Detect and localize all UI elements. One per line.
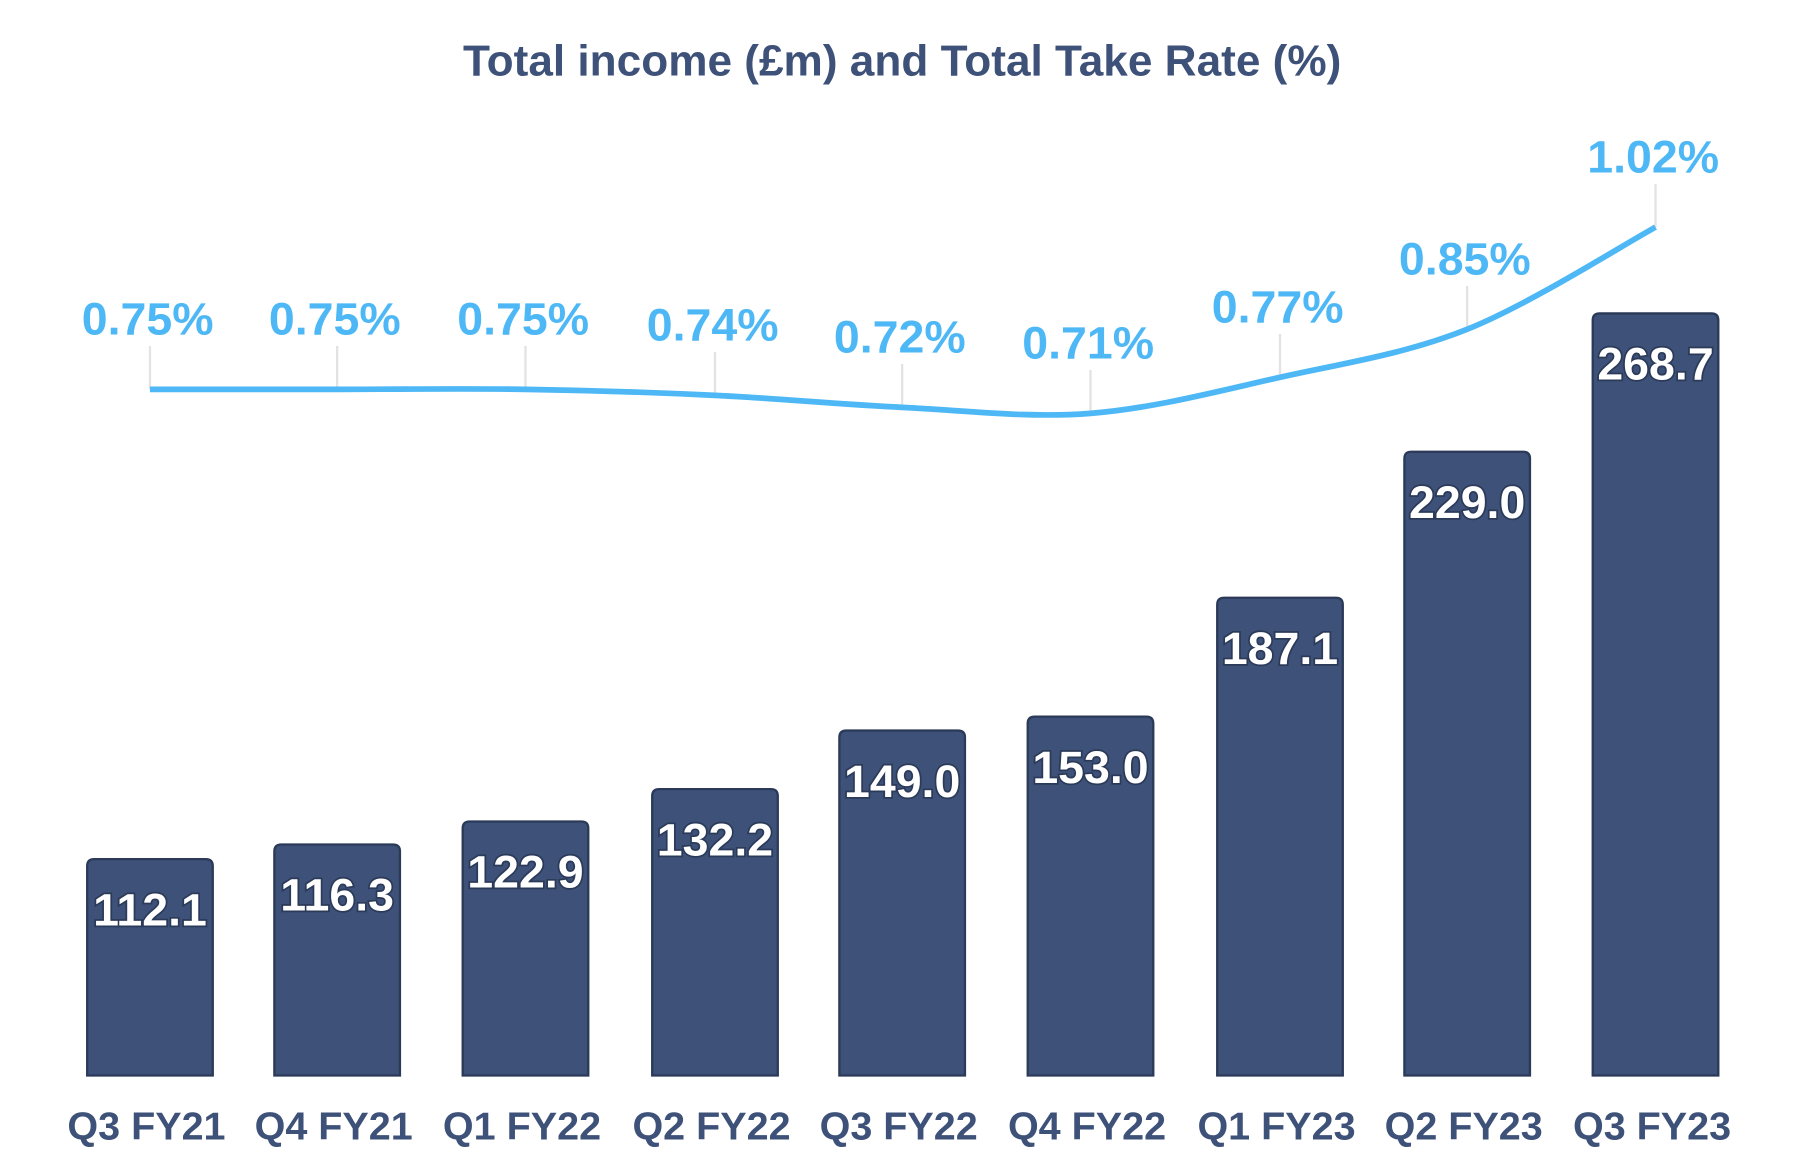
- rate-label: 0.75%: [457, 293, 589, 345]
- bar-value-label: 229.0: [1409, 476, 1525, 528]
- x-tick-label: Q3 FY21: [67, 1106, 225, 1149]
- chart-title: Total income (£m) and Total Take Rate (%…: [463, 37, 1341, 86]
- x-tick-label: Q1 FY23: [1197, 1106, 1355, 1149]
- bar: [838, 729, 967, 1077]
- x-tick-label: Q3 FY22: [820, 1106, 978, 1149]
- bar-value-label: 187.1: [1222, 622, 1338, 674]
- x-tick-label: Q4 FY21: [255, 1106, 413, 1149]
- x-tick-label: Q2 FY22: [632, 1106, 790, 1149]
- x-axis-labels: Q3 FY21 Q4 FY21 Q1 FY22 Q2 FY22 Q3 FY22 Q4 FY…: [67, 1106, 1731, 1149]
- bar: [1591, 312, 1720, 1077]
- rate-label: 0.77%: [1212, 281, 1344, 333]
- bar: [273, 843, 402, 1077]
- rate-label: 0.74%: [647, 299, 779, 351]
- bar: [461, 820, 590, 1077]
- bar-value-label: 268.7: [1597, 338, 1713, 390]
- bar-value-label: 116.3: [280, 869, 394, 921]
- bar: [1216, 596, 1344, 1077]
- x-tick-label: Q4 FY22: [1008, 1106, 1166, 1149]
- x-tick-label: Q1 FY22: [443, 1106, 601, 1149]
- rate-label: 0.75%: [269, 293, 401, 345]
- bars: [86, 312, 1720, 1077]
- rate-label: 0.71%: [1022, 317, 1154, 369]
- bar-value-label: 149.0: [844, 755, 960, 807]
- x-tick-label: Q2 FY23: [1385, 1106, 1543, 1149]
- rate-label: 1.02%: [1587, 131, 1719, 183]
- bar-value-label: 132.2: [657, 814, 773, 866]
- take-rate-line: [149, 224, 1657, 418]
- bar-value-label: 153.0: [1032, 741, 1148, 793]
- rate-label: 0.72%: [834, 311, 966, 363]
- data-labels: 112.1 0.75% 116.3 0.75% 122.9 0.75% 132.2 0.74%…: [82, 131, 1719, 937]
- x-tick-label: Q3 FY23: [1573, 1106, 1731, 1149]
- bar: [1026, 715, 1155, 1077]
- rate-label: 0.85%: [1399, 233, 1531, 285]
- bar: [651, 787, 779, 1077]
- bar-value-label: 112.1: [93, 884, 207, 936]
- rate-label: 0.75%: [82, 293, 214, 345]
- bar: [1403, 450, 1532, 1077]
- bar-value-label: 122.9: [467, 846, 583, 898]
- leader-lines: [148, 183, 1657, 414]
- bar: [86, 857, 214, 1077]
